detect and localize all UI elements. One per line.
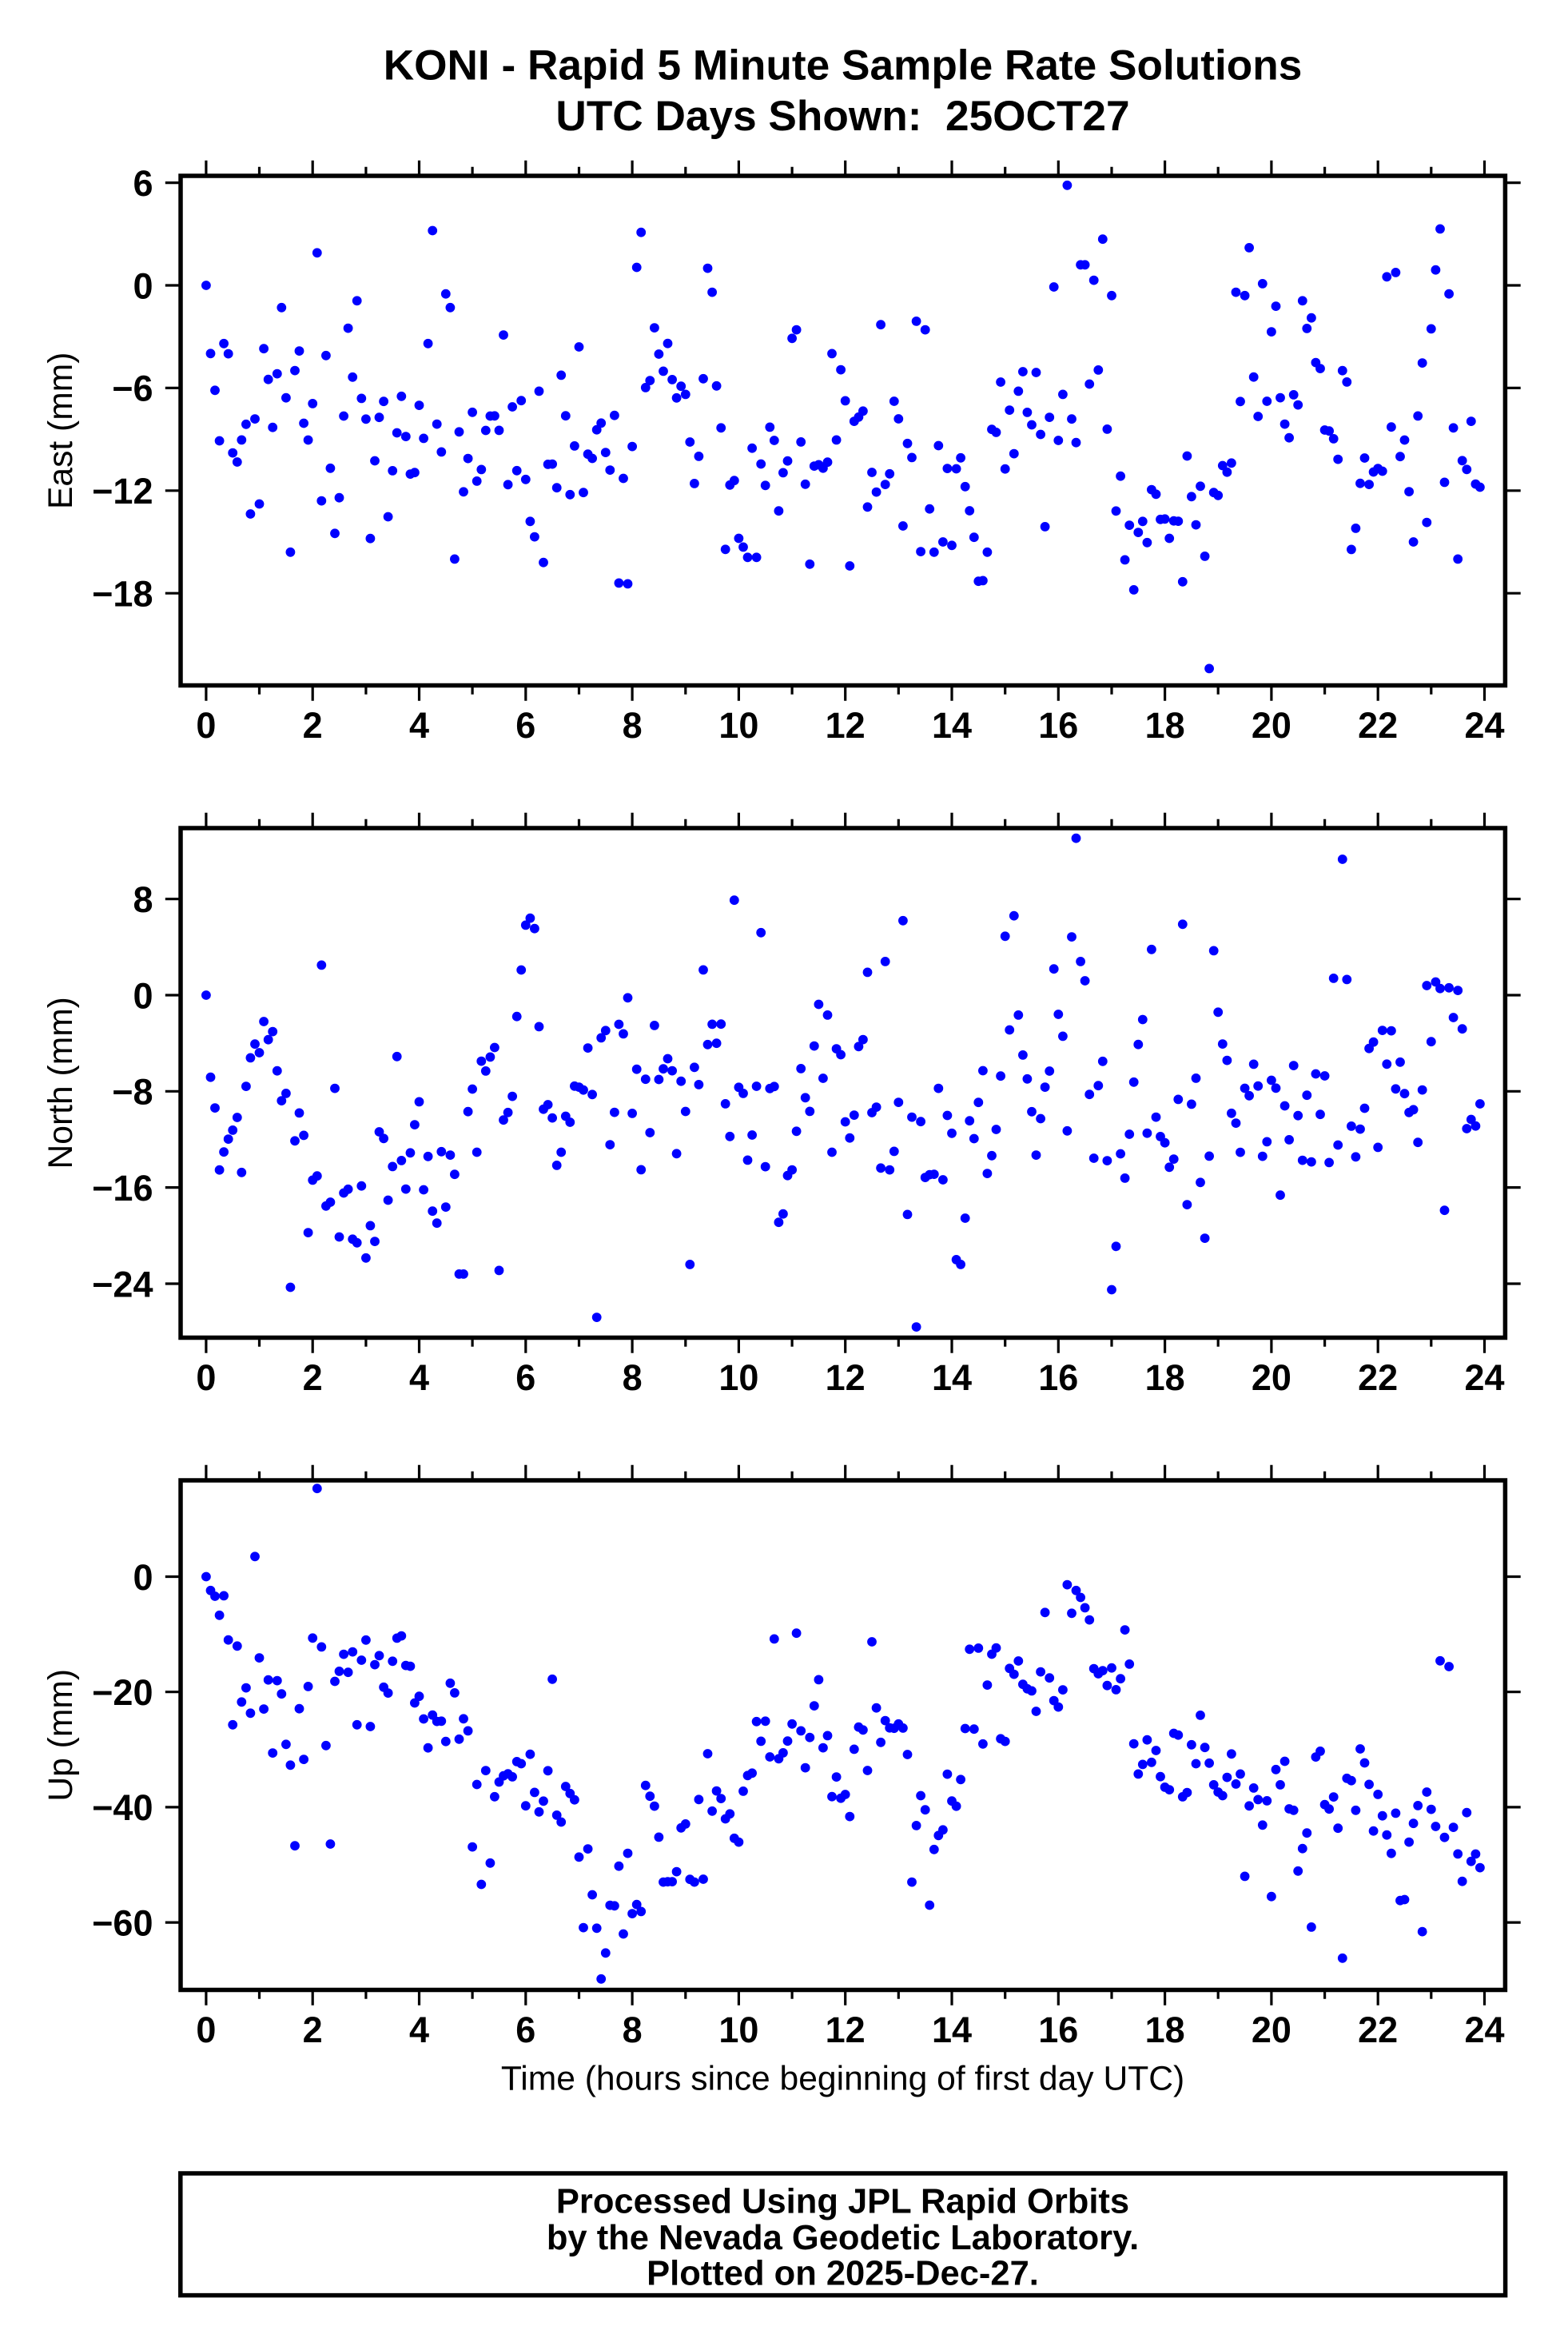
svg-text:North (mm): North (mm) xyxy=(42,997,80,1169)
svg-text:16: 16 xyxy=(1038,705,1078,746)
svg-text:14: 14 xyxy=(932,1357,972,1398)
svg-text:Plotted on 2025-Dec-27.: Plotted on 2025-Dec-27. xyxy=(647,2254,1039,2292)
svg-text:4: 4 xyxy=(409,2009,429,2050)
svg-text:−24: −24 xyxy=(92,1264,153,1304)
svg-text:0: 0 xyxy=(196,705,216,746)
svg-text:14: 14 xyxy=(932,2009,972,2050)
svg-text:18: 18 xyxy=(1145,2009,1185,2050)
svg-text:14: 14 xyxy=(932,705,972,746)
svg-text:Processed Using JPL Rapid Orbi: Processed Using JPL Rapid Orbits xyxy=(556,2183,1129,2221)
svg-text:2: 2 xyxy=(303,1357,323,1398)
svg-text:22: 22 xyxy=(1358,2009,1398,2050)
svg-text:2: 2 xyxy=(303,705,323,746)
svg-text:8: 8 xyxy=(623,2009,643,2050)
svg-text:East (mm): East (mm) xyxy=(42,352,80,509)
svg-text:6: 6 xyxy=(515,705,535,746)
svg-text:4: 4 xyxy=(409,1357,429,1398)
svg-text:10: 10 xyxy=(718,1357,758,1398)
svg-text:22: 22 xyxy=(1358,1357,1398,1398)
svg-text:by the Nevada Geodetic Laborat: by the Nevada Geodetic Laboratory. xyxy=(547,2219,1139,2257)
svg-text:20: 20 xyxy=(1252,1357,1291,1398)
svg-text:KONI - Rapid 5 Minute Sample R: KONI - Rapid 5 Minute Sample Rate Soluti… xyxy=(384,42,1303,89)
svg-text:24: 24 xyxy=(1464,1357,1504,1398)
svg-text:18: 18 xyxy=(1145,705,1185,746)
svg-text:12: 12 xyxy=(826,1357,866,1398)
svg-text:10: 10 xyxy=(718,2009,758,2050)
svg-text:8: 8 xyxy=(133,879,153,920)
svg-text:Time (hours since beginning of: Time (hours since beginning of first day… xyxy=(501,2060,1184,2098)
svg-text:16: 16 xyxy=(1038,1357,1078,1398)
svg-text:20: 20 xyxy=(1252,2009,1291,2050)
svg-text:0: 0 xyxy=(133,1557,153,1598)
svg-text:4: 4 xyxy=(409,705,429,746)
svg-text:−6: −6 xyxy=(112,368,153,409)
svg-text:18: 18 xyxy=(1145,1357,1185,1398)
svg-text:−40: −40 xyxy=(92,1787,153,1828)
svg-text:0: 0 xyxy=(133,265,153,306)
svg-text:−16: −16 xyxy=(92,1168,153,1209)
svg-text:16: 16 xyxy=(1038,2009,1078,2050)
svg-text:20: 20 xyxy=(1252,705,1291,746)
svg-text:Up (mm): Up (mm) xyxy=(42,1669,80,1802)
svg-text:6: 6 xyxy=(515,2009,535,2050)
svg-text:22: 22 xyxy=(1358,705,1398,746)
svg-text:24: 24 xyxy=(1464,705,1504,746)
svg-text:12: 12 xyxy=(826,2009,866,2050)
svg-text:−18: −18 xyxy=(92,574,153,615)
svg-text:−60: −60 xyxy=(92,1902,153,1943)
svg-text:12: 12 xyxy=(826,705,866,746)
svg-text:0: 0 xyxy=(196,1357,216,1398)
svg-text:24: 24 xyxy=(1464,2009,1504,2050)
svg-text:0: 0 xyxy=(133,975,153,1016)
svg-text:6: 6 xyxy=(515,1357,535,1398)
svg-text:−8: −8 xyxy=(112,1072,153,1113)
svg-text:UTC Days Shown: 25OCT27: UTC Days Shown: 25OCT27 xyxy=(555,93,1129,140)
svg-text:8: 8 xyxy=(623,1357,643,1398)
svg-text:8: 8 xyxy=(623,705,643,746)
svg-text:−12: −12 xyxy=(92,471,153,512)
svg-text:10: 10 xyxy=(718,705,758,746)
svg-text:−20: −20 xyxy=(92,1672,153,1713)
svg-text:0: 0 xyxy=(196,2009,216,2050)
svg-text:6: 6 xyxy=(133,163,153,204)
svg-text:2: 2 xyxy=(303,2009,323,2050)
